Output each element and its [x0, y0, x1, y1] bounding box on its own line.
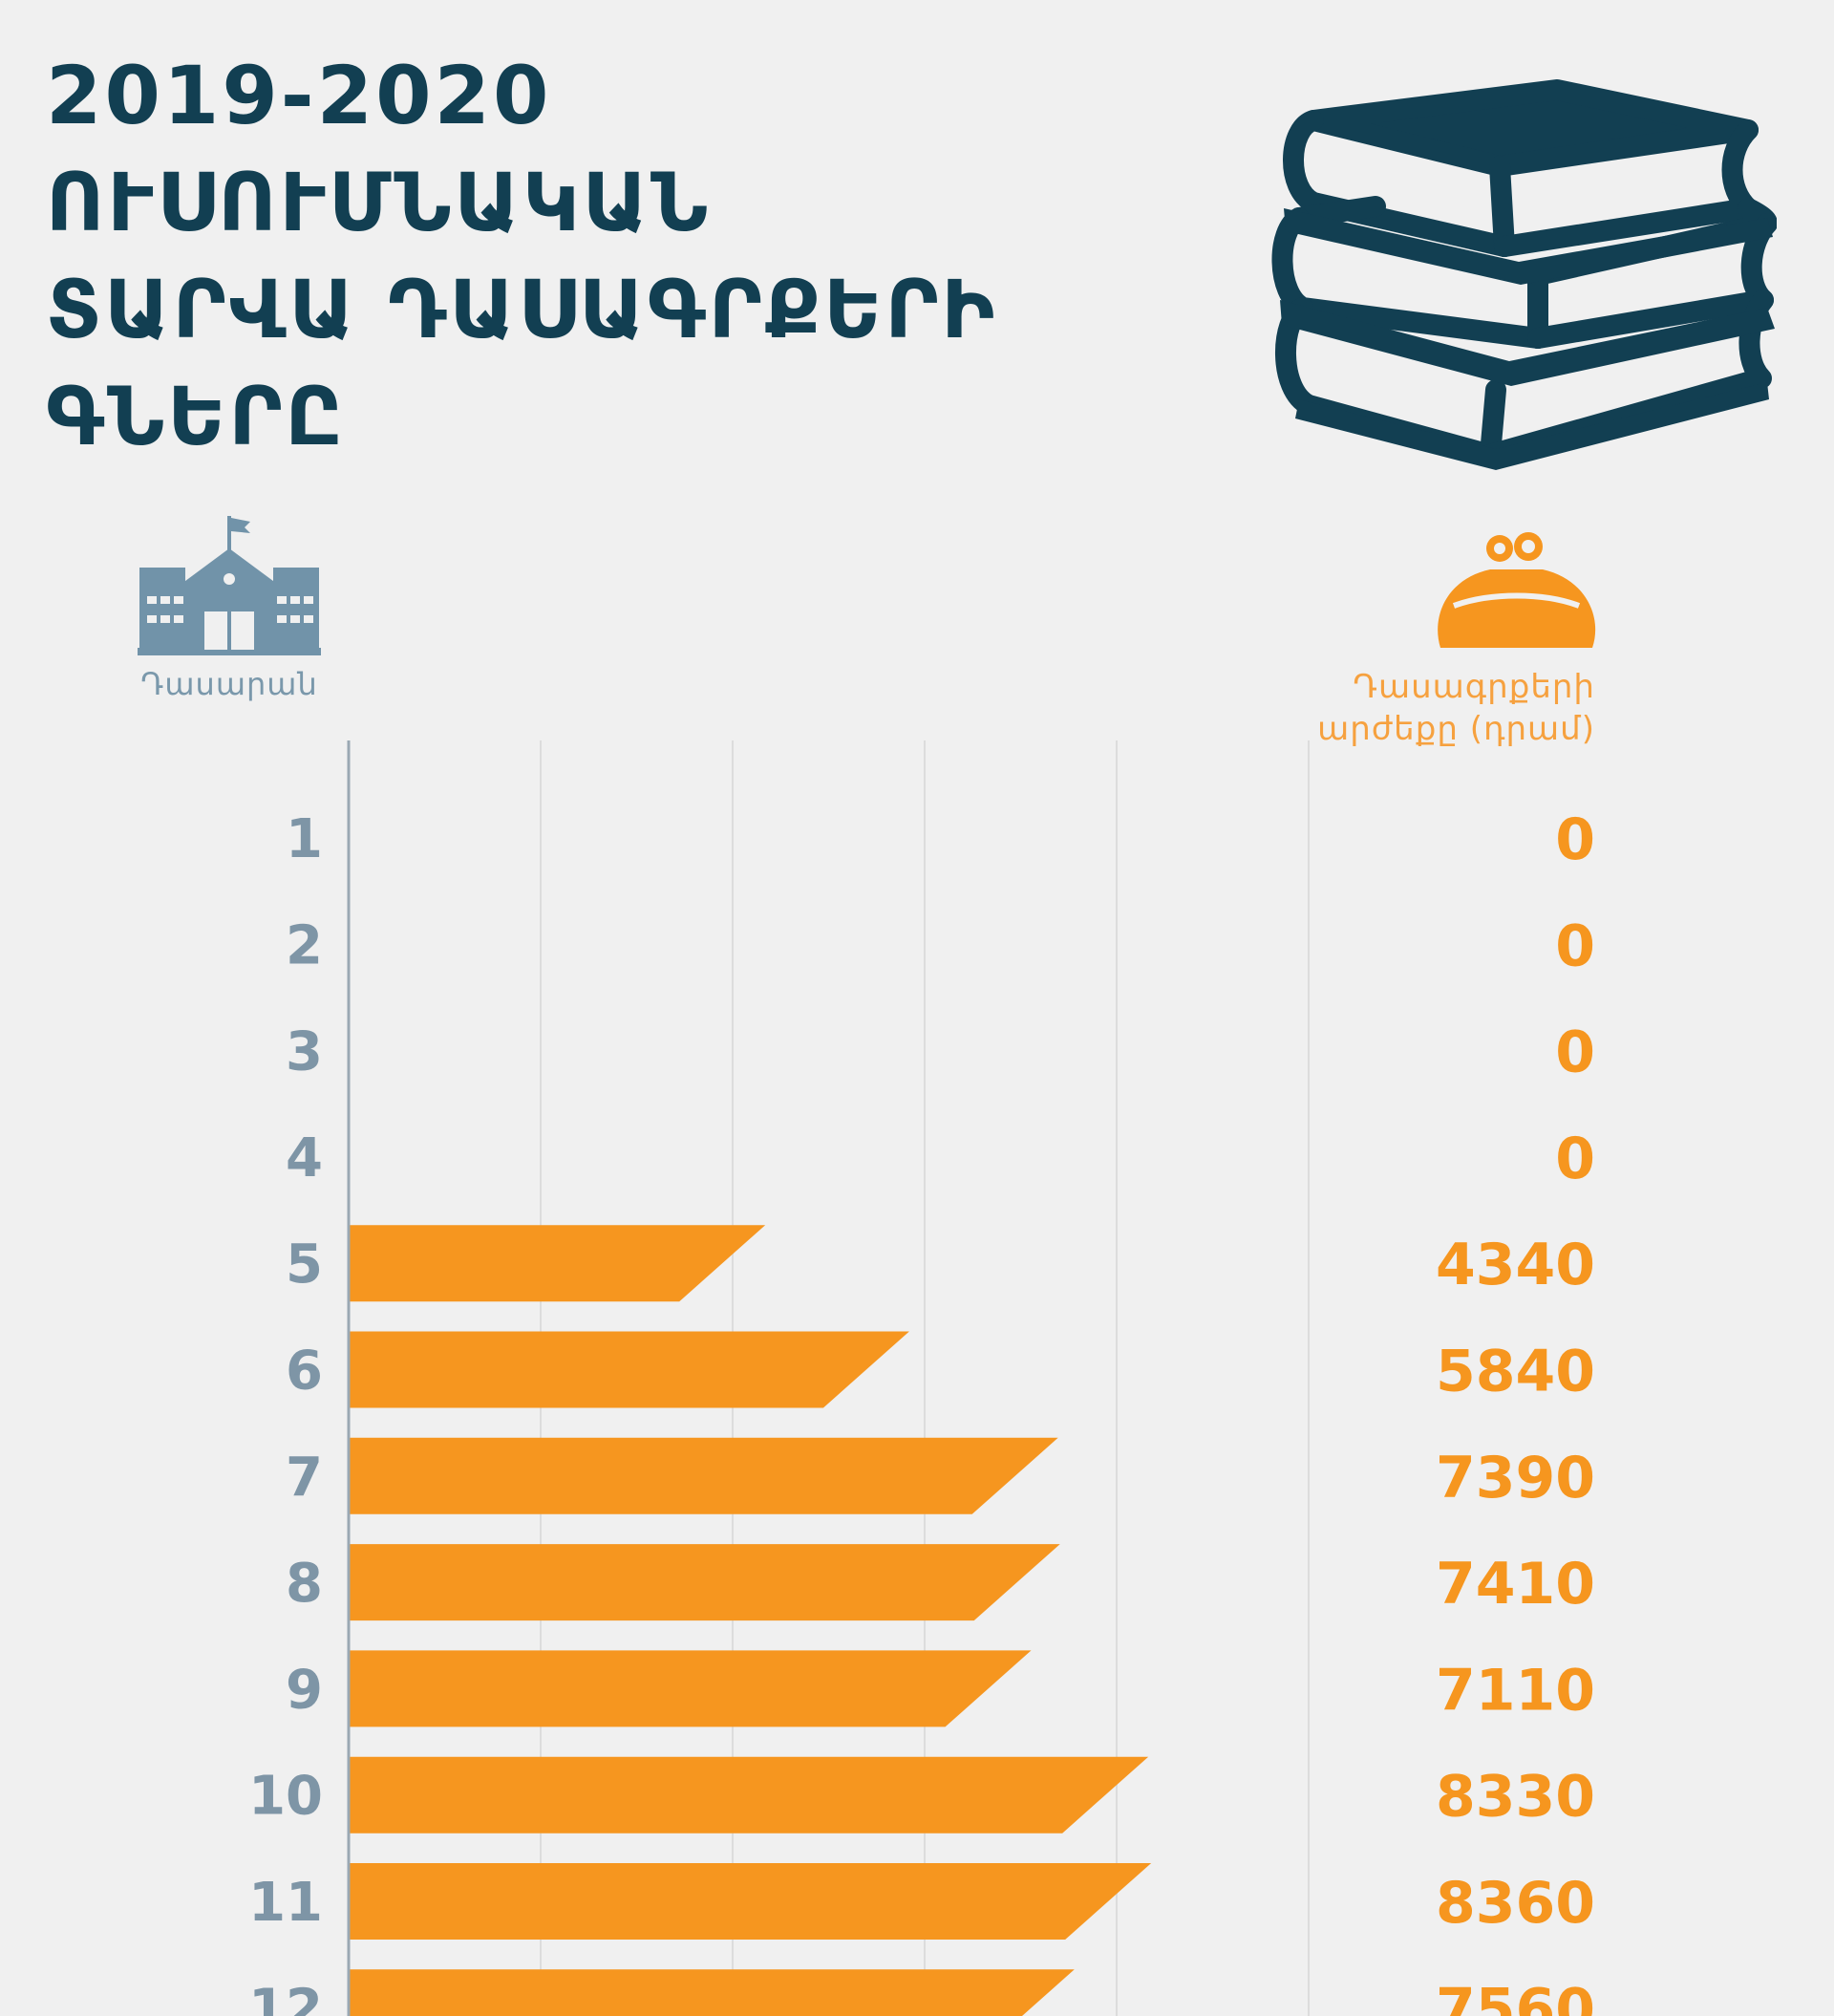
value-axis-header-line: արժեքը (դրամ) [1317, 710, 1595, 748]
school-building-icon [138, 516, 321, 655]
coin-purse-icon [1438, 532, 1596, 648]
bars [349, 1225, 1152, 2016]
category-label: 5 [286, 1233, 323, 1296]
bar-class-11 [349, 1863, 1152, 1940]
value-label: 8330 [1436, 1764, 1595, 1831]
category-label: 9 [286, 1659, 323, 1721]
category-label: 7 [286, 1447, 323, 1509]
value-label: 0 [1555, 1126, 1595, 1192]
category-label: 8 [286, 1553, 323, 1615]
page-title: 2019-2020 ՈՒՍՈՒՄՆԱԿԱՆ ՏԱՐՎԱ ԴԱՍԱԳՐՔԵՐԻ Գ… [46, 42, 1240, 470]
category-label: 1 [286, 808, 323, 870]
bar-class-6 [349, 1331, 909, 1408]
value-label: 8360 [1436, 1870, 1595, 1937]
bar-class-12 [349, 1969, 1075, 2016]
category-label: 4 [286, 1127, 323, 1190]
category-label: 10 [248, 1766, 323, 1828]
class-axis-header: Դասարան [140, 666, 318, 702]
value-axis-header-line: Դասագրքերի [1353, 668, 1595, 706]
value-label: 7110 [1436, 1657, 1595, 1724]
title-line: ԳՆԵՐԸ [46, 370, 346, 463]
bar-class-5 [349, 1225, 766, 1302]
bar-class-8 [349, 1544, 1060, 1621]
title-line: ՏԱՐՎԱ ԴԱՍԱԳՐՔԵՐԻ [46, 263, 998, 356]
title-line: 2019-2020 [46, 49, 552, 142]
title-line: ՈՒՍՈՒՄՆԱԿԱՆ [46, 156, 712, 249]
category-label: 12 [248, 1978, 323, 2016]
value-label: 7560 [1436, 1976, 1595, 2016]
category-label: 6 [286, 1340, 323, 1403]
category-label: 11 [248, 1872, 323, 1934]
value-label: 0 [1555, 1019, 1595, 1086]
value-label: 7410 [1436, 1551, 1595, 1618]
value-label: 0 [1555, 912, 1595, 979]
category-label: 2 [286, 914, 323, 976]
bar-class-10 [349, 1756, 1149, 1834]
value-labels: 0 0 0 0 4340 5840 7390 7410 7110 8330 8360 7560 [1436, 806, 1595, 2016]
books-stack-icon [1271, 79, 1777, 470]
bar-class-9 [349, 1650, 1032, 1727]
value-label: 0 [1555, 806, 1595, 873]
value-axis-header: Դասագրքերի արժեքը (դրամ) [1270, 666, 1595, 750]
value-label: 4340 [1436, 1232, 1595, 1298]
category-label: 3 [286, 1021, 323, 1083]
bar-class-7 [349, 1437, 1058, 1514]
value-label: 5840 [1436, 1339, 1595, 1405]
value-label: 7390 [1436, 1445, 1595, 1512]
